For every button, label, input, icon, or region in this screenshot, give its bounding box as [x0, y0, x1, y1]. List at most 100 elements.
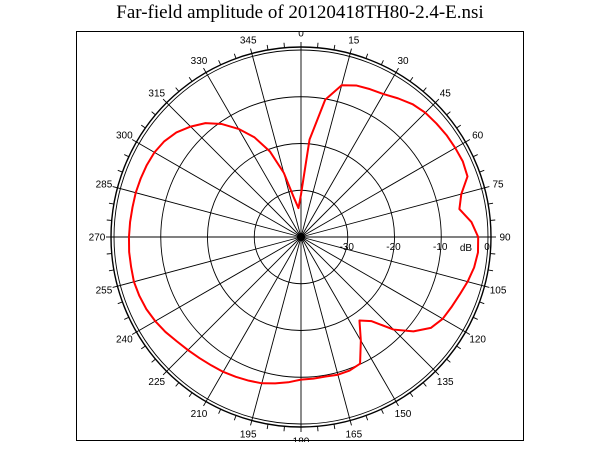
outer-tick-mark	[349, 48, 352, 54]
outer-tick-mark	[203, 67, 207, 73]
outer-tick-mark	[162, 98, 167, 103]
outer-tick-mark	[473, 316, 478, 320]
grid-spoke	[300, 236, 485, 287]
grid-spoke	[251, 53, 302, 238]
outer-tick-mark	[484, 186, 490, 189]
radial-unit-label: dB	[460, 243, 473, 254]
outer-tick-mark	[203, 401, 207, 407]
outer-tick-mark	[333, 424, 336, 430]
radial-tick-label: 0	[484, 242, 490, 253]
outer-tick-mark	[266, 424, 269, 430]
outer-tick-mark	[380, 60, 384, 65]
outer-tick-mark	[117, 169, 123, 173]
outer-tick-mark	[446, 111, 451, 116]
angle-tick-label: 255	[96, 285, 113, 296]
outer-tick-mark	[395, 401, 399, 407]
outer-tick-mark	[151, 111, 156, 116]
grid-spoke	[300, 72, 397, 238]
outer-tick-mark	[456, 345, 461, 350]
outer-tick-mark	[365, 53, 369, 59]
grid-spoke	[166, 102, 302, 238]
grid-spoke	[300, 236, 351, 421]
grid-spoke	[205, 72, 302, 238]
outer-tick-mark	[409, 392, 414, 397]
outer-tick-mark	[141, 124, 146, 129]
outer-tick-mark	[175, 382, 180, 387]
angle-tick-label: 210	[191, 409, 208, 420]
outer-tick-mark	[233, 53, 237, 59]
angle-tick-label: 180	[293, 437, 310, 443]
angle-tick-label: 300	[116, 131, 133, 142]
angle-tick-label: 90	[499, 233, 511, 244]
chart-title: Far-field amplitude of 20120418TH80-2.4-…	[116, 2, 484, 23]
angle-tick-label: 165	[345, 430, 362, 441]
outer-tick-mark	[446, 358, 451, 363]
radial-tick-label: -30	[340, 242, 355, 253]
grid-spoke	[300, 236, 397, 402]
angle-tick-label: 240	[116, 335, 133, 346]
grid-spoke	[166, 236, 302, 372]
outer-tick-mark	[435, 371, 440, 376]
outer-tick-mark	[484, 285, 490, 288]
outer-tick-mark	[456, 124, 461, 129]
angle-tick-label: 0	[298, 32, 304, 40]
grid-spoke	[300, 187, 485, 238]
grid-spoke	[117, 236, 302, 287]
angle-tick-label: 120	[469, 335, 486, 346]
plot-frame: -30 -20 -10 0 dB 0 15 30 45 60 75 90 105 120 135 150 16…	[76, 31, 524, 443]
outer-tick-mark	[250, 48, 253, 54]
angle-tick-label: 315	[148, 88, 165, 99]
radial-ticks: -30 -20 -10 0 dB	[340, 242, 491, 254]
angle-tick-label: 330	[191, 56, 208, 67]
outer-tick-mark	[124, 154, 129, 158]
angle-tick-label: 105	[490, 285, 507, 296]
grid-spoke	[300, 141, 466, 238]
outer-tick-mark	[473, 154, 478, 158]
series-line	[127, 84, 480, 385]
outer-tick-mark	[465, 139, 471, 143]
grid-spoke	[251, 236, 302, 421]
outer-tick-mark	[409, 77, 414, 82]
grid-spoke	[136, 141, 302, 238]
outer-tick-mark	[112, 285, 118, 288]
outer-tick-mark	[479, 169, 485, 173]
angle-tick-label: 60	[472, 131, 484, 142]
grid-spoke	[300, 236, 436, 372]
outer-tick-mark	[218, 60, 222, 65]
outer-tick-mark	[465, 331, 471, 335]
outer-tick-mark	[380, 409, 384, 414]
angle-tick-label: 15	[348, 35, 360, 46]
outer-tick-mark	[131, 331, 137, 335]
outer-tick-mark	[333, 44, 336, 50]
angle-tick-label: 225	[148, 377, 165, 388]
angle-tick-label: 150	[395, 409, 412, 420]
outer-tick-mark	[395, 67, 399, 73]
outer-tick-mark	[422, 87, 427, 92]
grid-spoke	[300, 53, 351, 238]
outer-tick-mark	[162, 371, 167, 376]
grid-spoke	[117, 187, 302, 238]
outer-tick-mark	[218, 409, 222, 414]
outer-tick-mark	[188, 392, 193, 397]
outer-tick-mark	[365, 415, 369, 421]
grid-spoke	[300, 236, 466, 333]
outer-tick-mark	[108, 269, 114, 272]
angle-tick-label: 135	[437, 377, 454, 388]
outer-tick-mark	[233, 415, 237, 421]
series-layer	[127, 84, 480, 385]
angle-tick-label: 75	[492, 180, 504, 191]
outer-tick-mark	[131, 139, 137, 143]
outer-tick-mark	[117, 301, 123, 305]
outer-tick-mark	[141, 345, 146, 350]
outer-tick-mark	[349, 420, 352, 426]
angle-tick-label: 270	[89, 233, 106, 244]
outer-tick-mark	[422, 382, 427, 387]
outer-tick-mark	[250, 420, 253, 426]
angle-tick-label: 30	[397, 56, 409, 67]
radial-tick-label: -10	[433, 242, 448, 253]
outer-tick-mark	[435, 98, 440, 103]
outer-tick-mark	[124, 316, 129, 320]
outer-tick-mark	[112, 186, 118, 189]
outer-tick-mark	[108, 202, 114, 205]
angle-tick-label: 45	[440, 88, 452, 99]
